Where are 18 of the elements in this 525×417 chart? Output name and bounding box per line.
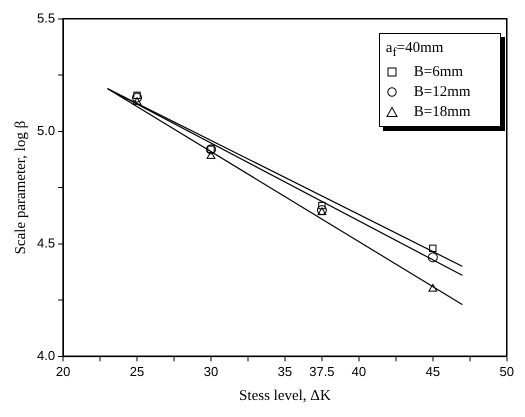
x-tick-label: 40 <box>352 364 366 379</box>
y-tick-label: 4.5 <box>36 235 56 250</box>
x-axis-title: Stess level, ΔK <box>239 388 331 404</box>
x-tick-label: 45 <box>426 364 440 379</box>
y-axis-title: Scale parameter, log β <box>12 120 29 254</box>
legend-label: B=6mm <box>414 62 464 82</box>
y-tick-label: 5.0 <box>36 122 56 138</box>
x-tick-label: 50 <box>500 364 514 379</box>
x-tick-label: 35 <box>278 364 292 379</box>
y-tick-label: 4.0 <box>36 348 56 363</box>
legend-title: a$_{f}$=40mm <box>386 38 444 61</box>
y-tick-label: 5.5 <box>36 10 56 26</box>
x-tick-label: 30 <box>204 364 218 379</box>
x-tick-label: 37.5 <box>309 364 335 379</box>
x-tick-label: 20 <box>56 364 70 379</box>
legend-label: B=18mm <box>414 102 471 122</box>
x-tick-label: 25 <box>130 364 144 379</box>
legend-label: B=12mm <box>414 82 471 102</box>
